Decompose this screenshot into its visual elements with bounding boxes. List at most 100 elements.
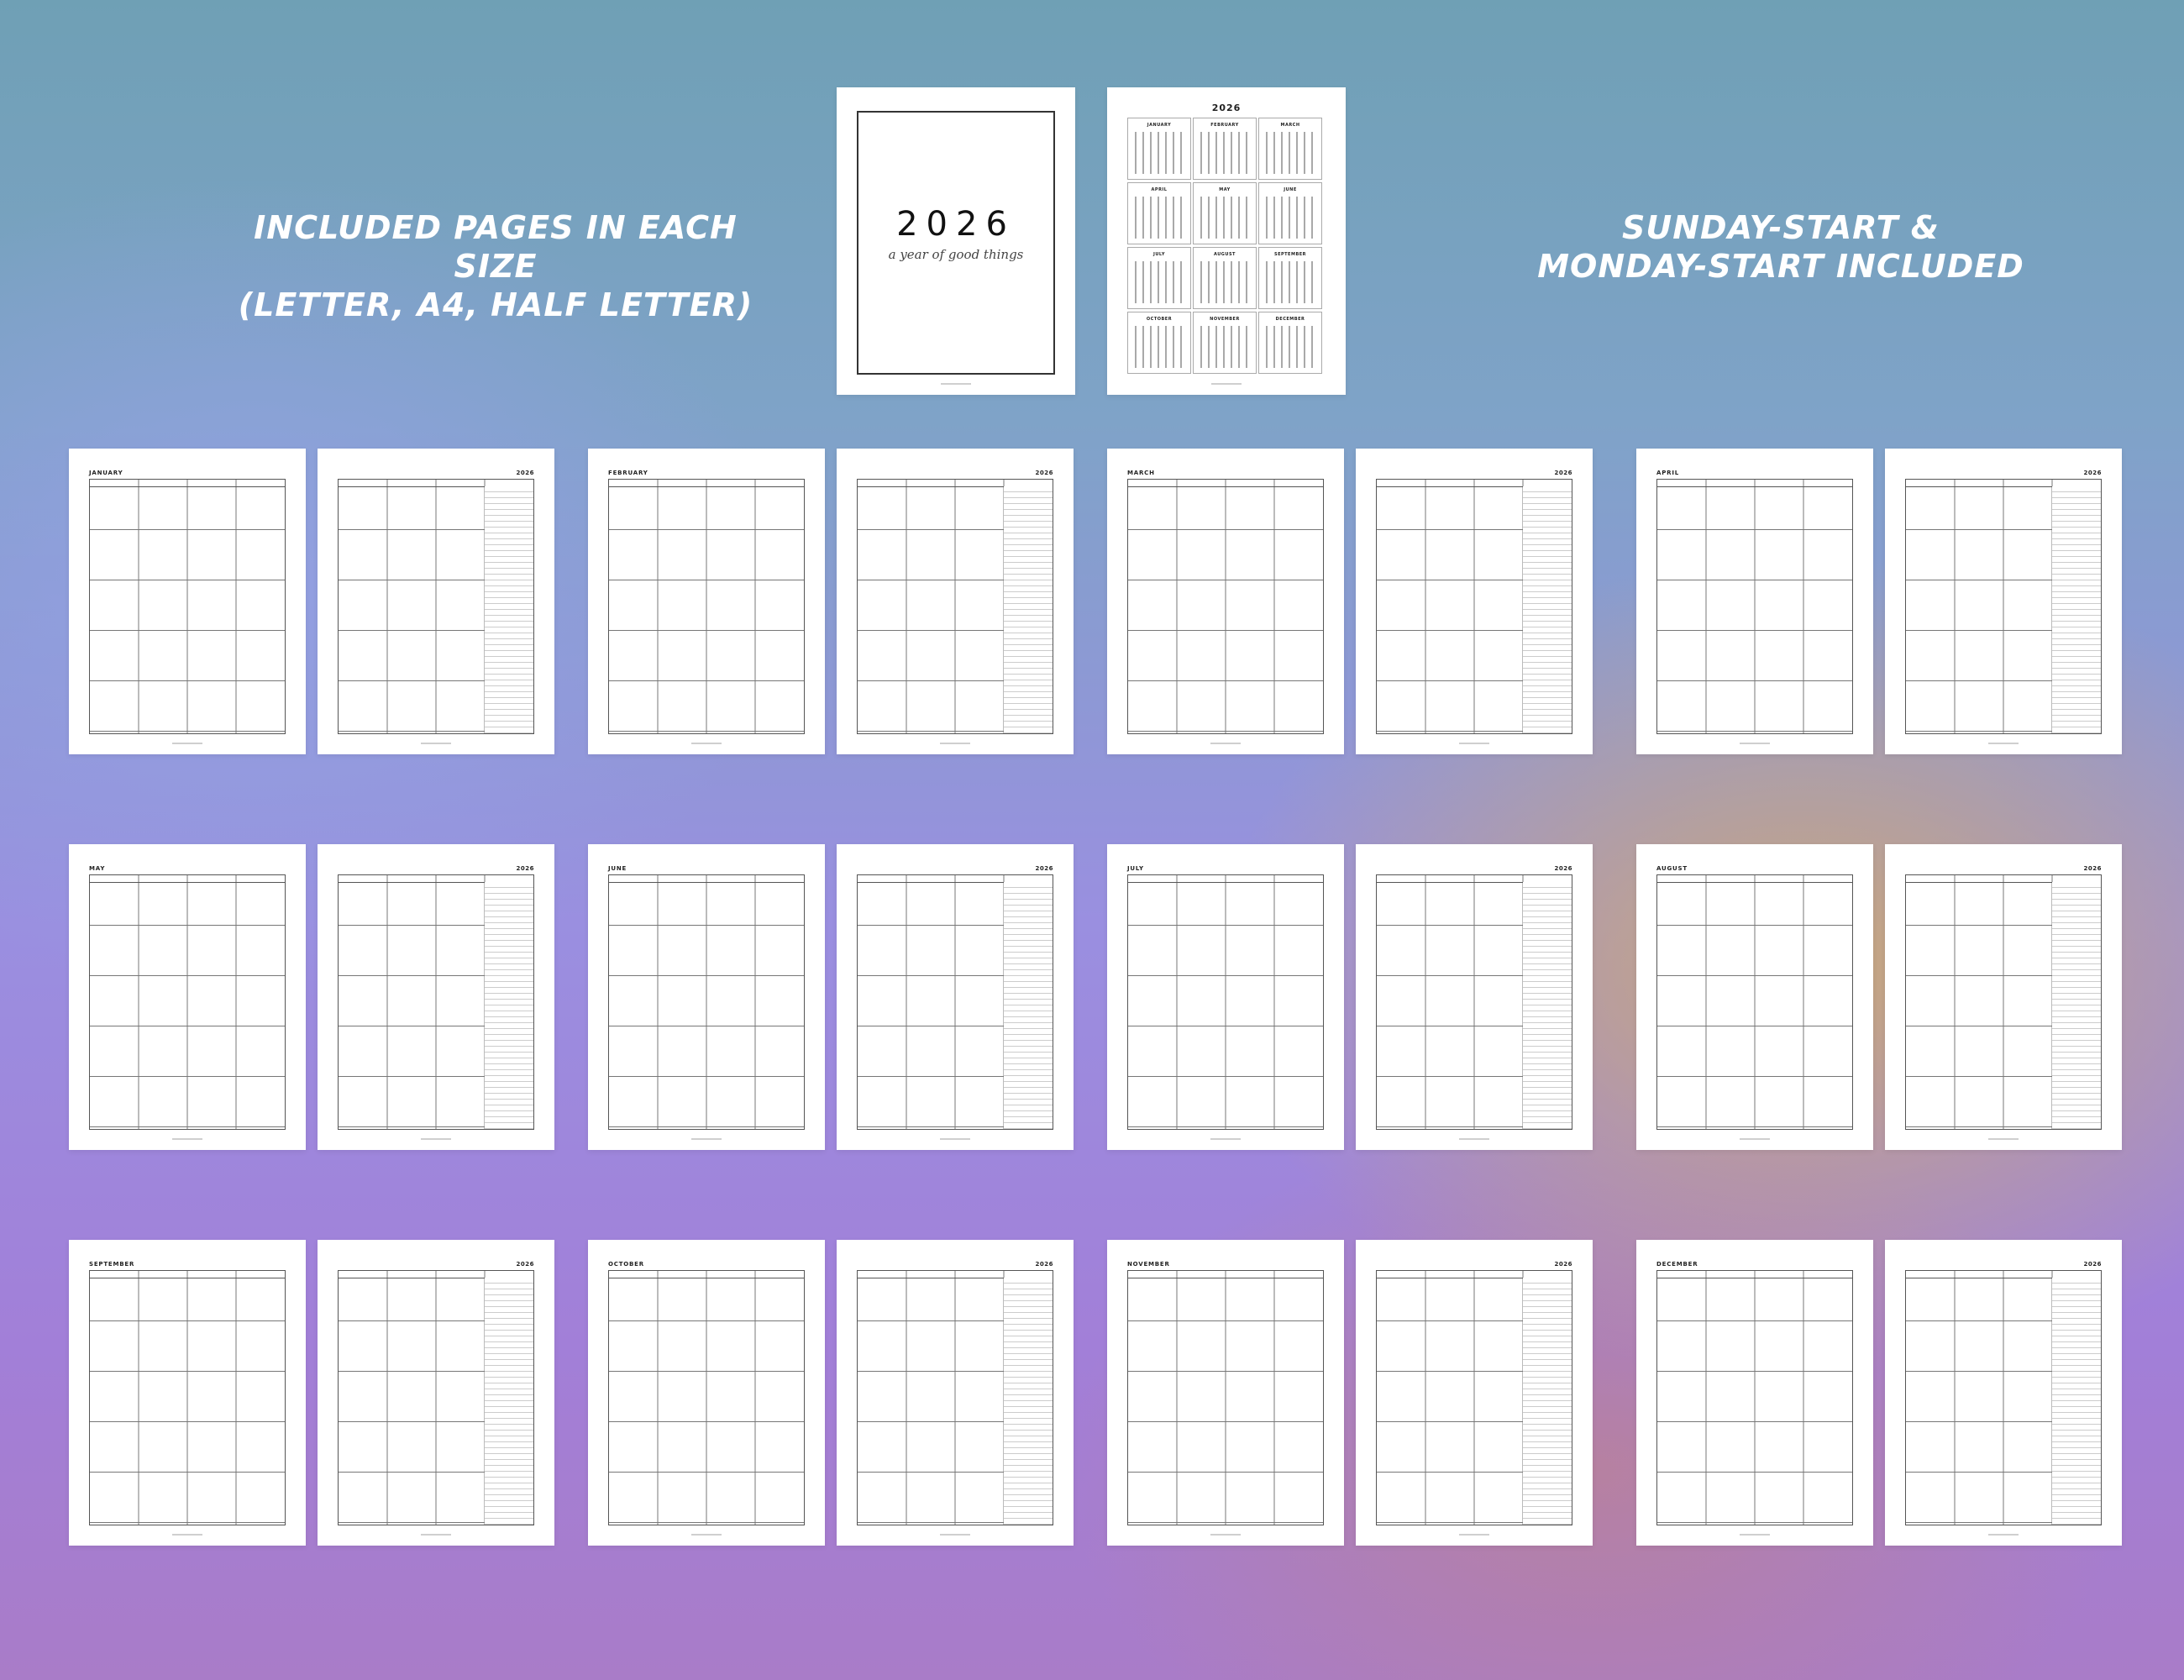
page-footer [588, 743, 825, 744]
month-page-left: NOVEMBER [1107, 1240, 1344, 1546]
weekday-header [1128, 875, 1323, 883]
notes-column [1004, 1278, 1053, 1525]
month-label: JULY [1127, 865, 1144, 872]
month-page-left: MARCH [1107, 449, 1344, 754]
mini-calendar-days [1135, 132, 1184, 174]
notes-column [485, 1278, 533, 1525]
headline-right-line1: Sunday-start & [1622, 209, 1940, 246]
calendar-grid-right [338, 874, 534, 1130]
calendar-grid-right [1376, 874, 1572, 1130]
calendar-grid-right [1905, 874, 2102, 1130]
mini-calendar-month: SEPTEMBER [1273, 252, 1307, 257]
page-footer [1885, 1138, 2122, 1140]
mini-calendar: MAY [1193, 182, 1257, 244]
mini-calendar: JUNE [1258, 182, 1322, 244]
notes-column [2052, 882, 2101, 1129]
weekday-header [339, 875, 533, 883]
calendar-grid-right [857, 479, 1053, 734]
mini-calendar-month: OCTOBER [1146, 317, 1173, 322]
year-label: 2026 [1554, 470, 1572, 476]
page-footer [1636, 1534, 1873, 1536]
year-overview-page: 2026 JANUARY FEBRUARY MARCH APRIL MAY JUNE JUL… [1107, 87, 1346, 395]
month-page-left: APRIL [1636, 449, 1873, 754]
headline-included-pages: Included pages in each size (Letter, A4,… [210, 208, 781, 324]
year-label: 2026 [516, 865, 534, 872]
page-footer [69, 1138, 306, 1140]
mini-calendar-days [1135, 261, 1184, 303]
year-label: 2026 [2083, 470, 2102, 476]
weekday-header [90, 1271, 285, 1278]
year-label: 2026 [516, 470, 534, 476]
calendar-grid-left [608, 1270, 805, 1525]
mini-calendar: MARCH [1258, 118, 1322, 180]
mini-calendar: SEPTEMBER [1258, 247, 1322, 309]
mini-calendar-month: JULY [1153, 252, 1165, 257]
month-page-right: 2026 [318, 449, 554, 754]
cover-frame [857, 111, 1055, 375]
page-footer [69, 1534, 306, 1536]
mini-calendar-days [1200, 261, 1249, 303]
year-label: 2026 [1035, 865, 1053, 872]
month-page-right: 2026 [837, 844, 1074, 1150]
month-page-right: 2026 [1885, 1240, 2122, 1546]
month-page-left: SEPTEMBER [69, 1240, 306, 1546]
weekday-header [1377, 1271, 1572, 1278]
page-footer [1356, 743, 1593, 744]
month-label: MAY [89, 865, 106, 872]
month-page-right: 2026 [1885, 844, 2122, 1150]
notes-column [1004, 486, 1053, 733]
mini-calendar: APRIL [1127, 182, 1191, 244]
mini-calendar-month: AUGUST [1214, 252, 1236, 257]
month-page-left: JUNE [588, 844, 825, 1150]
page-footer [837, 743, 1074, 744]
page-footer [1107, 383, 1346, 385]
month-page-left: DECEMBER [1636, 1240, 1873, 1546]
headline-left-line1: Included pages in each size [254, 209, 738, 285]
month-page-left: JANUARY [69, 449, 306, 754]
year-label: 2026 [2083, 1261, 2102, 1268]
month-label: JANUARY [89, 470, 123, 476]
month-page-right: 2026 [837, 1240, 1074, 1546]
calendar-grid-left [1127, 479, 1324, 734]
mini-calendar-days [1135, 197, 1184, 239]
month-label: AUGUST [1656, 865, 1688, 872]
year-label: 2026 [1554, 865, 1572, 872]
month-page-right: 2026 [1356, 449, 1593, 754]
month-page-left: MAY [69, 844, 306, 1150]
page-footer [837, 1534, 1074, 1536]
mini-calendar-month: DECEMBER [1275, 317, 1305, 322]
mini-calendar: JANUARY [1127, 118, 1191, 180]
notes-column [1523, 486, 1572, 733]
month-label: JUNE [608, 865, 627, 872]
weekday-header [1657, 1271, 1852, 1278]
calendar-grid-right [338, 479, 534, 734]
calendar-grid-left [1656, 1270, 1853, 1525]
calendar-grid-right [1376, 1270, 1572, 1525]
mini-calendar-days [1266, 132, 1315, 174]
headline-left-line2: (Letter, A4, Half letter) [238, 286, 753, 323]
notes-column [485, 486, 533, 733]
year-label: 2026 [516, 1261, 534, 1268]
page-footer [69, 743, 306, 744]
month-page-left: OCTOBER [588, 1240, 825, 1546]
page-footer [1885, 743, 2122, 744]
cover-tagline: a year of good things [888, 247, 1024, 262]
headline-right-line2: Monday-start included [1537, 248, 2024, 285]
month-page-left: AUGUST [1636, 844, 1873, 1150]
calendar-grid-left [1656, 479, 1853, 734]
calendar-grid-left [608, 479, 805, 734]
weekday-header [609, 1271, 804, 1278]
calendar-grid-right [338, 1270, 534, 1525]
month-page-right: 2026 [318, 1240, 554, 1546]
mini-calendar-month: FEBRUARY [1210, 123, 1239, 128]
cover-page: 2026 a year of good things [837, 87, 1075, 395]
calendar-grid-right [1905, 1270, 2102, 1525]
page-footer [318, 1138, 554, 1140]
cover-year: 2026 [896, 205, 1016, 244]
weekday-header [858, 875, 1053, 883]
mini-calendar: OCTOBER [1127, 312, 1191, 374]
mini-calendar-days [1266, 261, 1315, 303]
weekday-header [1906, 480, 2101, 487]
mini-calendar-month: NOVEMBER [1210, 317, 1240, 322]
mini-calendar: NOVEMBER [1193, 312, 1257, 374]
